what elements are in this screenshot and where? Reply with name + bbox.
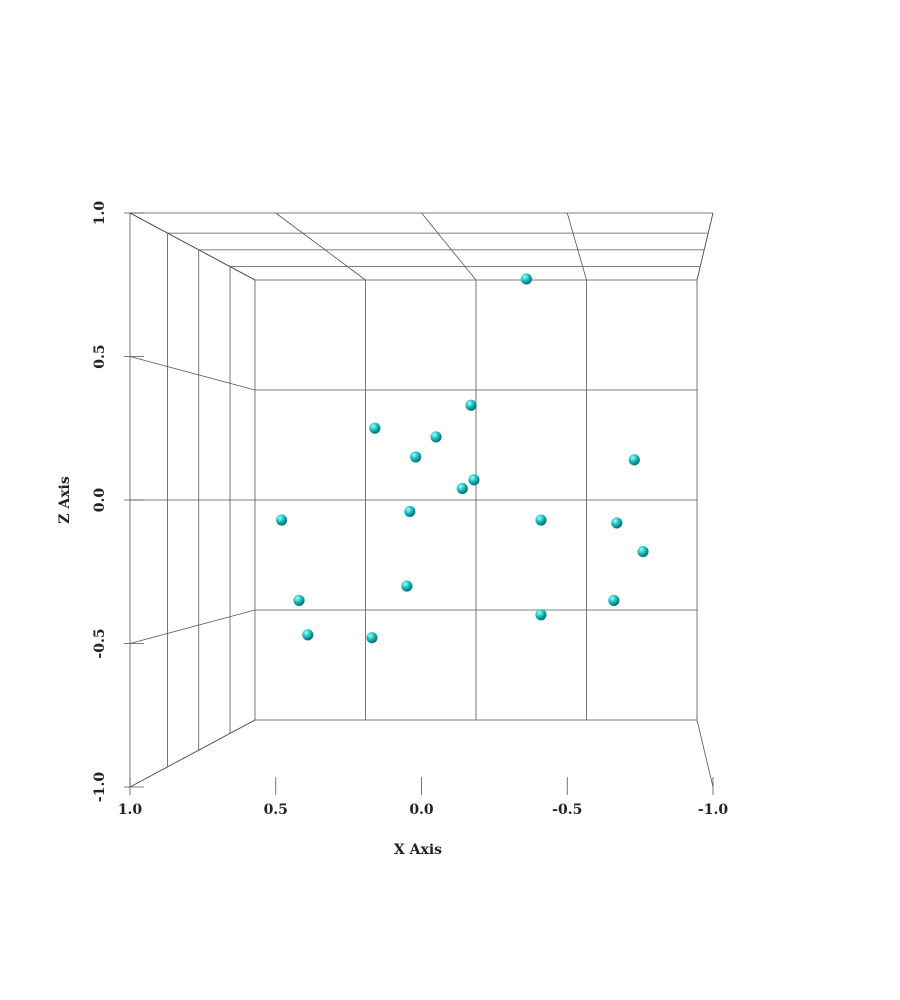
z-tick-label: 1.0 — [92, 201, 108, 226]
grid-line — [129, 609, 256, 644]
grid-line — [696, 212, 714, 281]
point — [608, 594, 620, 607]
x-tick-label: 0.0 — [409, 802, 434, 818]
z-tick-label: 0.0 — [92, 488, 108, 513]
grid-line — [129, 212, 256, 281]
point — [535, 609, 547, 621]
point — [369, 422, 381, 434]
x-tick-label: -0.5 — [552, 802, 582, 818]
grid-line — [421, 212, 477, 281]
point — [366, 632, 378, 644]
z-tick-label: 0.5 — [92, 344, 108, 368]
z-tick-label: -1.0 — [92, 772, 108, 802]
x-tick-label: -1.0 — [698, 802, 728, 818]
point — [520, 273, 533, 285]
point — [465, 399, 477, 411]
point — [535, 514, 547, 526]
wall-edge — [696, 719, 714, 788]
point — [456, 482, 468, 495]
grid-line — [129, 356, 256, 391]
grid-line — [129, 719, 256, 788]
x-tick-label: 1.0 — [118, 802, 143, 818]
point — [468, 474, 480, 486]
point — [410, 451, 422, 463]
point — [611, 517, 623, 529]
point — [430, 431, 442, 443]
x-axis-title: X Axis — [394, 842, 442, 858]
point — [401, 580, 413, 592]
point — [302, 629, 314, 641]
z-tick-label: -0.5 — [92, 628, 108, 658]
grid-line — [566, 212, 587, 281]
point — [637, 546, 649, 558]
point — [628, 454, 640, 466]
point — [404, 505, 416, 518]
grid-line — [275, 212, 366, 281]
point — [293, 594, 305, 607]
z-axis-title: Z Axis — [57, 476, 73, 524]
x-tick-label: 0.5 — [264, 802, 288, 818]
point — [275, 514, 288, 526]
